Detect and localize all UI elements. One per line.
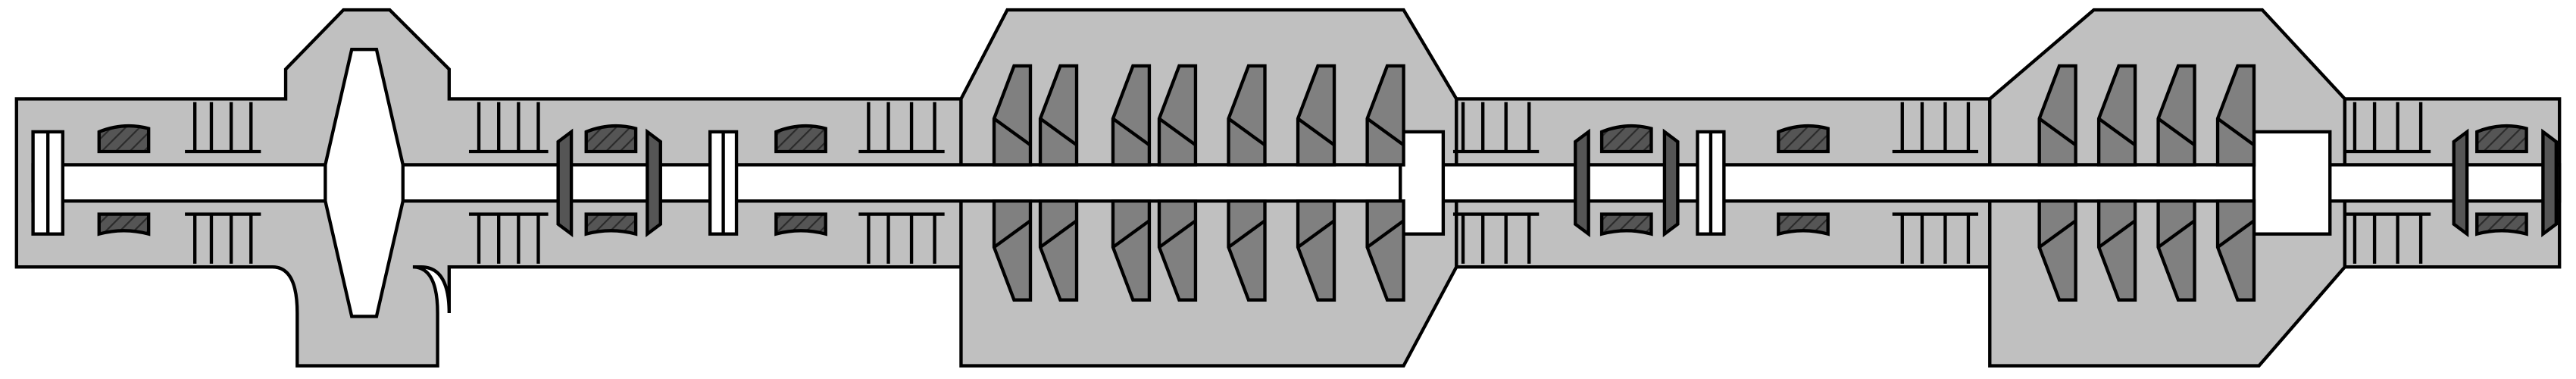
blade-edge <box>1366 219 1405 249</box>
blade-edge <box>2038 219 2077 249</box>
blade-edge <box>1366 117 1405 147</box>
blade-edge <box>1039 219 1078 249</box>
bearing-pad <box>2475 212 2528 236</box>
bearing-pad <box>1599 212 1653 236</box>
rotor-disc <box>324 48 405 318</box>
coupling-bracket <box>556 128 574 238</box>
blade-edge <box>2097 219 2137 249</box>
blade-edge <box>2097 117 2137 147</box>
bearing-pad <box>2475 124 2528 154</box>
blade-edge <box>993 117 1032 147</box>
low-pressure-turbine-stage <box>2037 64 2256 302</box>
bearing-pad <box>584 124 638 154</box>
bearing-pad <box>1777 212 1830 236</box>
coupling-bracket <box>2452 128 2469 238</box>
blade-edge <box>2157 219 2196 249</box>
bearings <box>97 124 2528 236</box>
high-pressure-turbine-stage <box>992 64 1405 302</box>
bearing-pad <box>97 212 151 236</box>
blade-edge <box>1039 117 1078 147</box>
blade-edge <box>2038 117 2077 147</box>
blade-edge <box>2157 117 2196 147</box>
coupling-bracket <box>646 128 662 238</box>
rotor-hub-hp <box>1399 130 1446 236</box>
blade-edge <box>1111 219 1151 249</box>
coupling-bracket <box>2541 128 2559 238</box>
blade-edge <box>1111 117 1151 147</box>
bearing-pad <box>97 124 151 154</box>
rotor-hub-lp <box>2252 130 2332 236</box>
coupling-bracket <box>1662 128 1680 238</box>
blade-edge <box>1296 117 1336 147</box>
bearing-pad <box>584 212 638 236</box>
couplings <box>556 128 2559 238</box>
blade-edge <box>993 219 1032 249</box>
bearing-pad <box>774 212 827 236</box>
blade-edge <box>2216 219 2256 249</box>
blade-edge <box>1158 219 1197 249</box>
blade-edge <box>1227 219 1266 249</box>
blade-edge <box>2216 117 2256 147</box>
bearing-pad <box>1777 124 1830 154</box>
bearing-pad <box>1599 124 1653 154</box>
labyrinth-seals <box>185 102 2431 264</box>
coupling-bracket <box>1574 128 1590 238</box>
shaft-bore <box>31 163 2562 203</box>
blade-edge <box>1227 117 1266 147</box>
blade-edge <box>1158 117 1197 147</box>
blade-edge <box>1296 219 1336 249</box>
bearing-pad <box>774 124 827 154</box>
